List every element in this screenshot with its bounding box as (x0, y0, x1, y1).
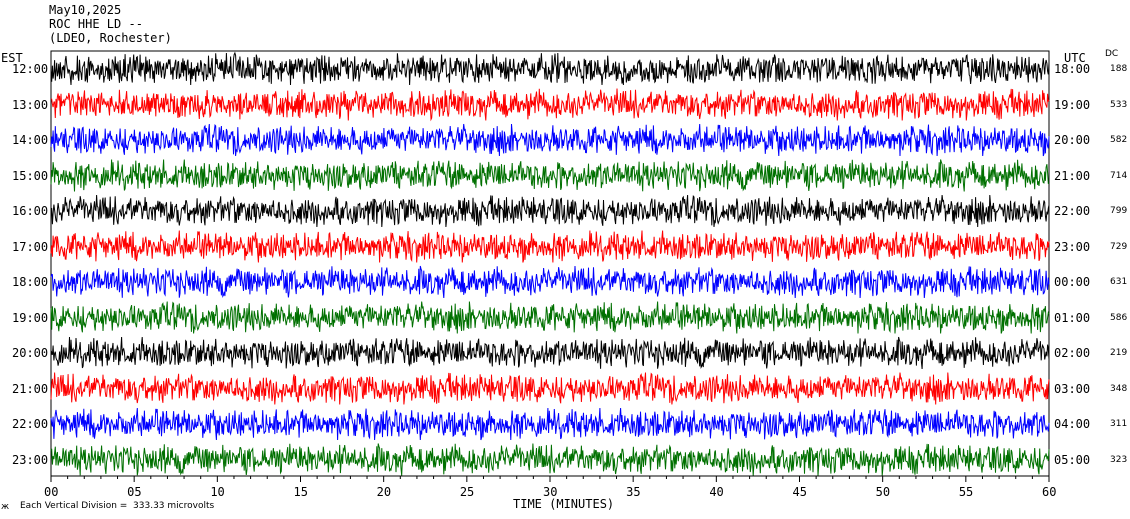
seismic-trace (50, 230, 1050, 263)
station-code: ROC HHE LD -- (49, 17, 143, 31)
x-tick-label: 40 (709, 485, 724, 499)
seismic-trace (50, 51, 1050, 86)
seismic-trace (50, 443, 1050, 476)
est-time-label: 12:00 (12, 62, 49, 76)
seismic-trace (50, 159, 1050, 192)
est-time-label: 20:00 (12, 346, 49, 360)
est-time-label: 15:00 (12, 168, 49, 183)
x-tick-label: 25 (459, 485, 475, 499)
x-tick-label: 60 (1042, 485, 1057, 499)
dc-offset-value: 729 (1110, 241, 1128, 252)
est-time-label: 16:00 (12, 204, 49, 218)
right-axis-label: UTC (1064, 51, 1086, 65)
x-tick-label: 45 (792, 485, 807, 499)
x-tick-label: 00 (44, 485, 59, 499)
dc-offset-value: 631 (1110, 277, 1128, 287)
utc-time-label: 05:00 (1054, 452, 1091, 467)
seismic-trace (50, 265, 1050, 299)
dc-offset-value: 323 (1110, 454, 1128, 465)
utc-time-label: 03:00 (1054, 381, 1091, 396)
seismic-trace (50, 336, 1050, 370)
seismic-trace (50, 301, 1050, 334)
est-time-label: 14:00 (12, 133, 49, 147)
est-time-label: 13:00 (12, 97, 49, 112)
dc-offset-value: 714 (1110, 170, 1128, 181)
x-tick-label: 20 (376, 485, 392, 499)
footer-note-mark: ж (1, 502, 10, 512)
trace-layer (50, 51, 1050, 476)
utc-time-label: 21:00 (1054, 168, 1091, 183)
x-tick-label: 30 (543, 485, 558, 499)
seismic-trace (50, 372, 1050, 405)
x-tick-label: 50 (875, 485, 891, 499)
seismic-trace (50, 407, 1050, 441)
vertical-division-note: Each Vertical Division = 333.33 microvol… (20, 501, 215, 511)
dc-offset-value: 188 (1110, 64, 1128, 74)
utc-time-label: 01:00 (1054, 310, 1091, 325)
utc-time-label: 04:00 (1054, 417, 1091, 431)
plot-date: May10,2025 (49, 3, 122, 17)
dc-offset-value: 533 (1110, 99, 1128, 110)
dc-column-label: DC (1105, 49, 1119, 59)
x-tick-label: 10 (210, 485, 225, 499)
left-axis-label: EST (1, 51, 23, 65)
est-time-label: 21:00 (12, 381, 49, 396)
est-time-label: 23:00 (12, 452, 49, 467)
est-time-label: 22:00 (12, 417, 49, 431)
x-tick-label: 35 (626, 485, 641, 499)
dc-offset-value: 586 (1110, 312, 1128, 323)
est-time-label: 17:00 (12, 239, 49, 254)
utc-time-label: 02:00 (1054, 346, 1091, 360)
utc-time-label: 00:00 (1054, 275, 1091, 289)
x-axis-title: TIME (MINUTES) (513, 497, 615, 511)
x-tick-label: 55 (958, 485, 974, 499)
est-time-label: 19:00 (12, 310, 49, 325)
dc-offset-value: 799 (1110, 206, 1128, 216)
x-tick-label: 05 (127, 485, 142, 499)
est-time-label: 18:00 (12, 275, 49, 289)
seismic-trace (50, 194, 1050, 228)
utc-time-label: 23:00 (1054, 239, 1091, 254)
utc-time-label: 20:00 (1054, 133, 1091, 147)
x-axis-ticks (50, 476, 1050, 482)
x-tick-label: 15 (293, 485, 308, 499)
dc-offset-value: 311 (1110, 419, 1128, 429)
dc-offset-value: 348 (1110, 383, 1128, 394)
utc-time-label: 18:00 (1054, 62, 1091, 76)
dc-offset-value: 219 (1110, 348, 1128, 358)
seismic-trace (50, 123, 1050, 157)
seismic-trace (50, 88, 1050, 122)
utc-time-label: 22:00 (1054, 204, 1091, 218)
plot-frame (50, 50, 1050, 477)
utc-time-label: 19:00 (1054, 97, 1091, 112)
dc-offset-value: 582 (1110, 135, 1128, 145)
network-name: (LDEO, Rochester) (49, 31, 172, 45)
